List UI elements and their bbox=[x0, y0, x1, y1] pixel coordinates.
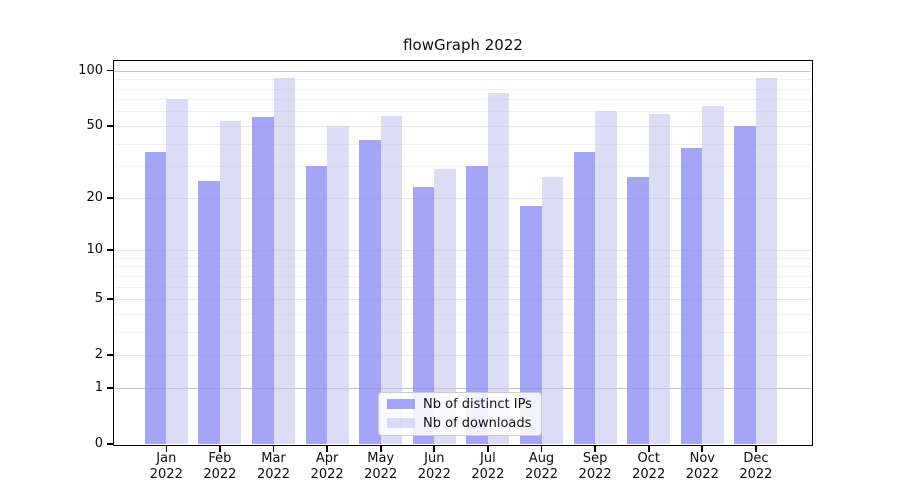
x-tick-mark bbox=[165, 445, 168, 452]
x-tick-label: Dec 2022 bbox=[739, 450, 773, 483]
y-tick-mark bbox=[106, 298, 113, 300]
gridline-major bbox=[114, 70, 811, 72]
bar-distinct-ips bbox=[412, 186, 435, 445]
bar-distinct-ips bbox=[573, 151, 596, 445]
bar-downloads bbox=[219, 121, 242, 445]
bar-distinct-ips bbox=[198, 180, 220, 445]
legend-item-downloads: Nb of downloads bbox=[387, 416, 533, 431]
x-tick-label: Jan 2022 bbox=[149, 450, 183, 483]
legend-swatch-downloads bbox=[387, 418, 415, 428]
bar-downloads bbox=[327, 125, 349, 445]
x-tick-label: Nov 2022 bbox=[685, 450, 719, 483]
gridline-major bbox=[114, 355, 811, 357]
y-tick-label: 2 bbox=[94, 347, 103, 363]
gridline-minor bbox=[114, 332, 811, 333]
y-tick-mark bbox=[106, 125, 113, 127]
x-tick-label: May 2022 bbox=[364, 450, 398, 483]
y-tick-mark bbox=[106, 69, 113, 72]
bar-distinct-ips bbox=[466, 166, 488, 445]
x-tick-label: Mar 2022 bbox=[256, 450, 291, 483]
gridline-minor bbox=[114, 257, 811, 259]
bar-downloads bbox=[166, 99, 188, 445]
y-tick-label: 5 bbox=[94, 291, 103, 307]
x-tick-mark bbox=[379, 445, 382, 452]
bar-distinct-ips bbox=[627, 177, 649, 445]
bar-downloads bbox=[541, 177, 563, 445]
gridline-minor bbox=[114, 313, 811, 315]
bar-downloads bbox=[755, 78, 778, 445]
y-tick-label: 0 bbox=[94, 436, 103, 452]
bar-downloads bbox=[380, 115, 403, 445]
bar-distinct-ips bbox=[359, 139, 381, 445]
x-tick-mark bbox=[647, 445, 650, 452]
x-tick-mark bbox=[487, 445, 489, 452]
x-tick-label: Apr 2022 bbox=[310, 450, 344, 483]
bar-downloads bbox=[702, 106, 724, 445]
gridline-major bbox=[114, 299, 811, 301]
gridline-major bbox=[114, 250, 811, 252]
y-tick-label: 20 bbox=[86, 189, 103, 205]
bar-downloads bbox=[595, 111, 617, 445]
x-tick-label: Feb 2022 bbox=[203, 450, 237, 483]
gridline-minor bbox=[114, 79, 811, 80]
y-tick-label: 100 bbox=[78, 62, 103, 78]
bar-distinct-ips bbox=[520, 205, 542, 445]
y-tick-mark bbox=[106, 196, 113, 199]
bar-downloads bbox=[434, 168, 456, 445]
bar-downloads bbox=[648, 114, 671, 445]
x-tick-mark bbox=[272, 445, 275, 452]
gridline-major bbox=[114, 388, 811, 390]
bar-distinct-ips bbox=[252, 116, 274, 445]
gridline-minor bbox=[114, 166, 811, 168]
gridline-minor bbox=[114, 275, 811, 277]
gridline-minor bbox=[114, 88, 811, 90]
gridline-major bbox=[114, 197, 811, 199]
gridline-minor bbox=[114, 286, 811, 288]
y-tick-mark bbox=[106, 354, 113, 357]
bar-distinct-ips bbox=[734, 125, 756, 445]
y-tick-label: 10 bbox=[86, 242, 103, 258]
x-tick-mark bbox=[594, 445, 596, 452]
gridline-minor bbox=[114, 99, 811, 101]
gridline-minor bbox=[114, 143, 811, 145]
y-tick-label: 1 bbox=[94, 380, 103, 396]
bar-downloads bbox=[487, 92, 510, 445]
legend-label-distinct-ips: Nb of distinct IPs bbox=[423, 396, 532, 412]
y-tick-mark bbox=[106, 249, 113, 251]
gridline-minor bbox=[114, 111, 811, 113]
chart-title: flowGraph 2022 bbox=[403, 36, 523, 54]
bar-distinct-ips bbox=[144, 151, 167, 445]
x-tick-mark bbox=[701, 445, 704, 452]
bar-downloads bbox=[273, 78, 295, 445]
legend-label-downloads: Nb of downloads bbox=[423, 415, 532, 431]
x-tick-label: Jun 2022 bbox=[417, 450, 451, 483]
legend: Nb of distinct IPs Nb of downloads bbox=[378, 391, 542, 436]
x-tick-mark bbox=[755, 445, 757, 452]
x-tick-mark bbox=[219, 445, 221, 452]
y-tick-label: 50 bbox=[86, 117, 103, 133]
x-tick-label: Aug 2022 bbox=[524, 450, 559, 483]
legend-swatch-distinct-ips bbox=[387, 399, 415, 409]
x-tick-mark bbox=[433, 445, 436, 452]
y-tick-mark bbox=[106, 387, 113, 389]
bar-distinct-ips bbox=[680, 147, 703, 445]
x-tick-label: Oct 2022 bbox=[632, 450, 666, 483]
gridline-minor bbox=[114, 266, 811, 268]
x-tick-mark bbox=[326, 445, 328, 452]
gridline-major bbox=[114, 125, 811, 127]
legend-item-distinct-ips: Nb of distinct IPs bbox=[387, 397, 533, 412]
x-tick-label: Jul 2022 bbox=[471, 450, 505, 483]
x-tick-mark bbox=[540, 445, 543, 452]
y-tick-mark bbox=[106, 443, 113, 445]
bar-distinct-ips bbox=[305, 166, 328, 445]
x-tick-label: Sep 2022 bbox=[578, 450, 612, 483]
